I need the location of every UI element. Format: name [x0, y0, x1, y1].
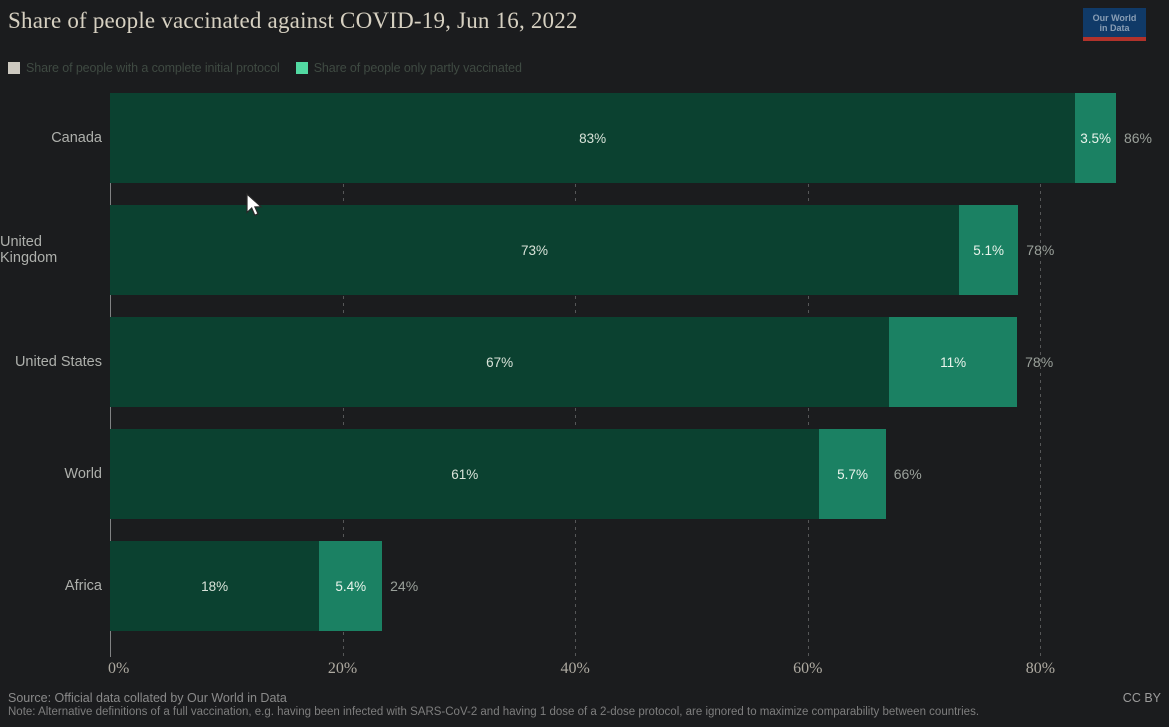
bar-total-label-canada: 86% — [1123, 130, 1153, 146]
bar-row-africa: Africa 18% 5.4% 24% — [65, 541, 1168, 631]
legend: Share of people with a complete initial … — [8, 61, 522, 75]
x-tick-label: 40% — [560, 660, 590, 677]
bar-segment-world-partial[interactable]: 5.7% — [819, 429, 886, 519]
bar-value-label: 83% — [579, 130, 607, 146]
bar-value-label: 73% — [520, 242, 548, 258]
chart-footer: Source: Official data collated by Our Wo… — [8, 691, 1161, 718]
legend-label-complete-protocol: Share of people with a complete initial … — [26, 61, 280, 75]
chart-title: Share of people vaccinated against COVID… — [8, 8, 578, 33]
legend-swatch-complete-protocol — [8, 62, 20, 74]
bar-segment-world-complete[interactable]: 61% — [110, 429, 820, 519]
owid-logo-text-line1: Our World — [1092, 12, 1137, 23]
legend-item-partly-vaccinated[interactable]: Share of people only partly vaccinated — [295, 61, 522, 75]
bar-segment-united-kingdom-complete[interactable]: 73% — [110, 205, 959, 295]
note-text: Note: Alternative definitions of a full … — [8, 706, 980, 718]
category-label-world: World — [64, 466, 102, 482]
bar-segment-united-states-partial[interactable]: 11% — [889, 317, 1018, 407]
owid-logo[interactable]: Our World in Data — [1083, 8, 1146, 41]
bar-segment-united-kingdom-partial[interactable]: 5.1% — [958, 205, 1019, 295]
bar-segment-africa-complete[interactable]: 18% — [110, 541, 320, 631]
bar-total-label-united-states: 78% — [1025, 354, 1054, 370]
category-label-africa: Africa — [64, 578, 102, 594]
bar-segment-united-states-complete[interactable]: 67% — [110, 317, 890, 407]
bar-value-label: 5.7% — [837, 466, 868, 482]
legend-label-partly-vaccinated: Share of people only partly vaccinated — [313, 61, 522, 75]
legend-swatch-partly-vaccinated — [295, 62, 308, 74]
bar-value-label: 5.1% — [973, 242, 1005, 258]
category-label-united-states: United States — [14, 354, 102, 370]
bar-total-label-united-kingdom: 78% — [1026, 242, 1055, 258]
x-tick-label: 60% — [793, 660, 823, 677]
bar-value-label: 5.4% — [335, 578, 367, 594]
bar-segment-canada-partial[interactable]: 3.5% — [1075, 93, 1116, 183]
owid-logo-text-line2: in Data — [1099, 22, 1130, 33]
bar-total-label-africa: 24% — [390, 578, 419, 594]
bar-segment-africa-partial[interactable]: 5.4% — [319, 541, 383, 631]
category-label-canada: Canada — [51, 130, 102, 146]
bar-segment-canada-complete[interactable]: 83% — [110, 93, 1076, 183]
gridline — [1040, 93, 1042, 657]
x-tick-label: 20% — [327, 660, 358, 677]
bar-value-label: 18% — [201, 578, 229, 594]
bar-value-label: 11% — [940, 354, 967, 370]
bar-total-label-world: 66% — [893, 466, 922, 482]
license-link[interactable]: CC BY — [1122, 691, 1161, 705]
x-tick-label: 0% — [108, 660, 130, 677]
x-axis: 0% 20% 40% 60% 80% — [0, 660, 1169, 684]
legend-item-complete-protocol[interactable]: Share of people with a complete initial … — [8, 61, 280, 75]
bar-row-united-states: United States 67% 11% 78% — [15, 317, 1168, 407]
category-label-united-kingdom: United Kingdom — [0, 234, 58, 266]
bar-row-world: World 61% 5.7% 66% — [64, 429, 1168, 519]
bar-value-label: 3.5% — [1080, 130, 1112, 146]
x-tick-label: 80% — [1025, 660, 1056, 677]
bar-row-united-kingdom: United Kingdom 73% 5.1% 78% — [0, 205, 1168, 295]
source-text: Source: Official data collated by Our Wo… — [8, 691, 287, 705]
plot-area: Canada 83% 3.5% 86% United Kingdom 73% 5.1% 78%… — [0, 93, 1168, 657]
bar-value-label: 67% — [486, 354, 514, 370]
bar-value-label: 61% — [451, 466, 479, 482]
bar-row-canada: Canada 83% 3.5% 86% — [51, 93, 1168, 183]
